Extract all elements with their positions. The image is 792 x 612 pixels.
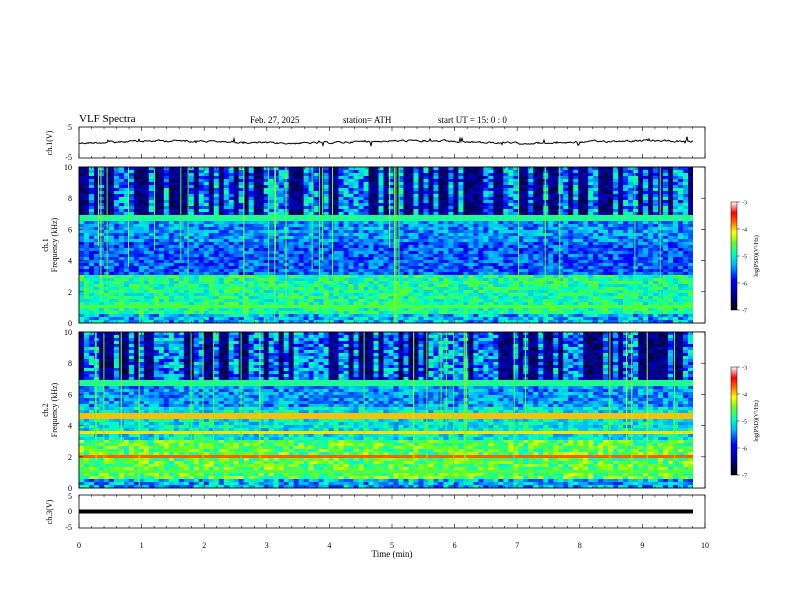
x-tick-label: 4 [327, 541, 331, 550]
ch3-waveform-ylabel: ch.3(V) [45, 499, 54, 524]
colorbar-tick-label: -6 [742, 282, 747, 288]
colorbar-tick-label: -7 [742, 309, 747, 315]
x-tick-label: 5 [390, 541, 394, 550]
ch2-spectrogram-image [79, 332, 705, 489]
ch1-waveform-ylabel: ch.1(V) [45, 130, 54, 155]
ch1-waveform-line [78, 136, 694, 148]
date-label: Feb. 27, 2025 [250, 115, 300, 125]
colorbar-tick-label: -4 [742, 228, 747, 234]
ch1-waveform-panel: 5 -5 ch.1(V) [45, 123, 706, 162]
ch1-ytick-min: -5 [65, 153, 72, 162]
colorbar-tick-label: -7 [742, 474, 747, 480]
ch3-waveform-line [79, 509, 693, 514]
x-tick-label: 10 [701, 541, 709, 550]
x-tick-label: 0 [77, 541, 81, 550]
ch1-colorbar-label: log(PSD)(V²/Hz) [753, 235, 760, 276]
x-tick-label: 9 [640, 541, 644, 550]
freq-tick-label: 8 [68, 194, 72, 203]
colorbar-tick-label: -3 [742, 366, 747, 372]
ch2-colorbar-label: log(PSD)(V²/Hz) [753, 400, 760, 441]
freq-tick-label: 2 [68, 453, 72, 462]
colorbar-tick-label: -4 [742, 393, 747, 399]
x-tick-label: 3 [265, 541, 269, 550]
ch3-waveform-panel: 5 0 -5 ch.3(V) 0 1 2 3 4 5 6 7 8 9 10 Time (min) [45, 492, 709, 559]
ch1-colorbar [730, 201, 738, 311]
ch1-spec-ylabel-frequency: Frequency (kHz) [50, 217, 59, 272]
ch2-spec-ylabel-channel: ch.2 [41, 403, 50, 417]
freq-tick-label: 8 [68, 359, 72, 368]
ch2-colorbar [730, 366, 738, 476]
colorbar-tick-label: -5 [742, 255, 747, 261]
ch1-ytick-max: 5 [68, 123, 72, 132]
freq-tick-label: 2 [68, 288, 72, 297]
freq-tick-label: 10 [64, 328, 72, 337]
freq-tick-label: 0 [68, 484, 72, 493]
freq-tick-label: 6 [68, 225, 72, 234]
ch3-ytick-max: 5 [68, 492, 72, 501]
ch3-ytick-min: -5 [65, 523, 72, 532]
x-tick-label: 7 [515, 541, 519, 550]
colorbar-tick-label: -6 [742, 447, 747, 453]
x-tick-label: 1 [140, 541, 144, 550]
ch2-spec-ylabel-frequency: Frequency (kHz) [50, 382, 59, 437]
start-time-label: start UT = 15: 0 : 0 [438, 115, 507, 125]
x-tick-label: 6 [453, 541, 457, 550]
freq-tick-label: 10 [64, 163, 72, 172]
colorbar-tick-label: -3 [742, 201, 747, 207]
ch3-ytick-zero: 0 [68, 507, 72, 516]
ch1-spec-ylabel-channel: ch.1 [41, 238, 50, 252]
ch1-waveform-frame [78, 126, 706, 159]
freq-tick-label: 6 [68, 390, 72, 399]
x-tick-label: 8 [578, 541, 582, 550]
colorbar-tick-label: -5 [742, 420, 747, 426]
x-axis-label: Time (min) [372, 549, 413, 559]
freq-tick-label: 4 [68, 257, 72, 266]
station-label: station= ATH [343, 115, 392, 125]
ch1-spectrogram-image [79, 167, 705, 324]
freq-tick-label: 4 [68, 422, 72, 431]
freq-tick-label: 0 [68, 319, 72, 328]
x-tick-label: 2 [202, 541, 206, 550]
figure-title: VLF Spectra [79, 113, 136, 125]
